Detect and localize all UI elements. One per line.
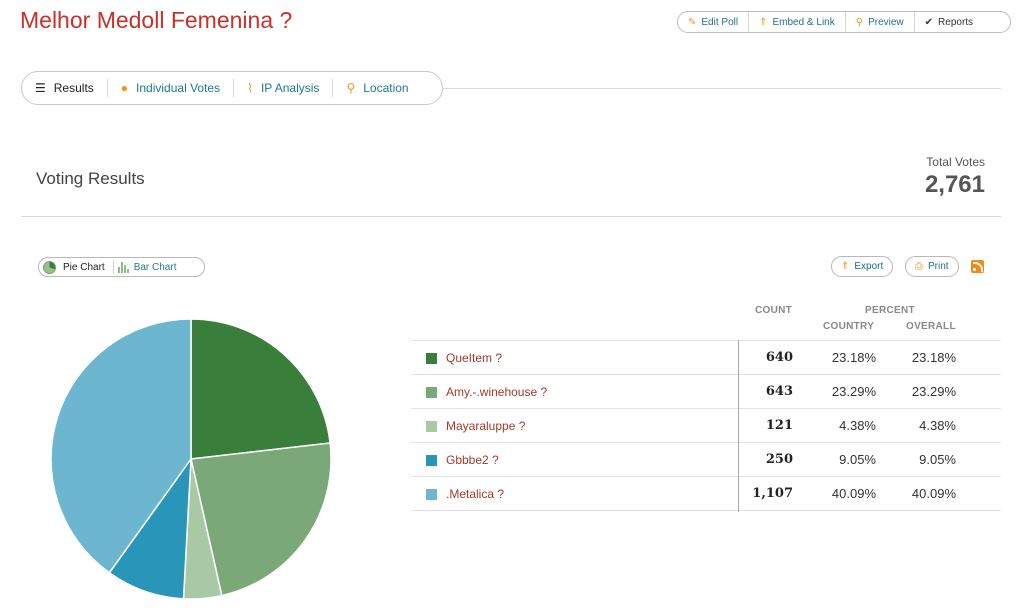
pie-chart-icon: [43, 260, 56, 274]
tab-location[interactable]: ⚲ Location: [333, 79, 421, 97]
answer-overall-percent: 9.05%: [919, 452, 956, 467]
magnifier-icon: ⚲: [855, 16, 864, 28]
tab-results[interactable]: ☰ Results: [22, 79, 108, 97]
poll-title: Melhor Medoll Femenina ?: [20, 7, 293, 33]
chart-type-toggle: Pie Chart Bar Chart: [38, 257, 205, 277]
country-header: COUNTRY: [823, 321, 875, 332]
preview-label: Preview: [868, 16, 904, 28]
tabs-rule: [443, 88, 1001, 89]
percent-header: PERCENT: [865, 305, 915, 316]
answer-count: 250: [765, 452, 793, 467]
table-row: Amy.-.winehouse ? 643 23.29% 23.29%: [411, 375, 1001, 409]
line-chart-icon: ⌇: [247, 81, 253, 95]
total-votes-label: Total Votes: [926, 155, 985, 169]
answer-label[interactable]: Mayaraluppe ?: [446, 419, 526, 433]
answer-count: 640: [765, 350, 793, 365]
print-label: Print: [928, 261, 949, 272]
answer-country-percent: 23.29%: [831, 384, 876, 399]
answer-label[interactable]: Gbbbe2 ?: [446, 453, 499, 467]
bar-chart-label: Bar Chart: [133, 261, 177, 273]
total-votes-value: 2,761: [924, 171, 985, 198]
results-rows: QueItem ? 640 23.18% 23.18% Amy.-.wineho…: [411, 340, 1001, 511]
tab-individual-votes[interactable]: ● Individual Votes: [108, 79, 235, 97]
legend-swatch: [426, 455, 437, 466]
reports-button[interactable]: ✔ Reports: [915, 12, 983, 32]
section-title: Voting Results: [36, 169, 145, 188]
print-button[interactable]: ⎙ Print: [905, 256, 959, 277]
table-row: Mayaraluppe ? 121 4.38% 4.38%: [411, 409, 1001, 443]
upload-arrow-icon: ⇑: [759, 16, 768, 28]
table-row: QueItem ? 640 23.18% 23.18%: [411, 341, 1001, 375]
answer-country-percent: 40.09%: [831, 486, 876, 501]
map-pin-icon: ⚲: [346, 81, 356, 95]
embed-link-button[interactable]: ⇑ Embed & Link: [749, 12, 846, 32]
tab-ip-analysis-label: IP Analysis: [260, 81, 320, 95]
answer-overall-percent: 4.38%: [919, 418, 956, 433]
legend-swatch: [426, 387, 437, 398]
pie-slice[interactable]: [190, 442, 332, 597]
results-tabs: ☰ Results ● Individual Votes ⌇ IP Analys…: [21, 71, 443, 105]
answer-label[interactable]: Amy.-.winehouse ?: [446, 385, 548, 399]
tab-ip-analysis[interactable]: ⌇ IP Analysis: [234, 79, 334, 97]
answer-country-percent: 4.38%: [839, 418, 876, 433]
upload-arrow-icon: ⇑: [841, 261, 850, 272]
legend-swatch: [426, 489, 437, 500]
rss-feed-icon[interactable]: [971, 260, 984, 273]
export-button[interactable]: ⇑ Export: [831, 256, 894, 277]
table-row: Gbbbe2 ? 250 9.05% 9.05%: [411, 443, 1001, 477]
edit-poll-button[interactable]: ✎ Edit Poll: [678, 12, 750, 32]
pencil-icon: ✎: [688, 16, 697, 28]
answer-count: 121: [765, 418, 793, 433]
bar-chart-option[interactable]: Bar Chart: [114, 260, 185, 274]
answer-label[interactable]: QueItem ?: [446, 351, 503, 365]
pie-chart-label: Pie Chart: [63, 261, 105, 273]
legend-swatch: [426, 353, 437, 364]
pie-chart-svg: [50, 318, 332, 600]
checkmark-icon: ✔: [924, 16, 934, 28]
tab-individual-votes-label: Individual Votes: [136, 81, 221, 95]
preview-button[interactable]: ⚲ Preview: [846, 12, 915, 32]
person-icon: ●: [120, 81, 129, 95]
tab-location-label: Location: [363, 81, 409, 95]
pie-chart: [50, 318, 332, 600]
answer-count: 643: [765, 384, 793, 399]
pie-slice[interactable]: [50, 318, 192, 574]
answer-count: 1,107: [752, 486, 793, 501]
answer-overall-percent: 23.18%: [911, 350, 956, 365]
section-divider: [21, 216, 1001, 217]
tab-results-label: Results: [53, 81, 94, 95]
answer-label[interactable]: .Metalica ?: [446, 487, 505, 501]
legend-swatch: [426, 421, 437, 432]
overall-header: OVERALL: [906, 321, 956, 332]
pie-slice[interactable]: [108, 456, 192, 600]
bar-chart-icon: [117, 261, 129, 273]
answer-overall-percent: 23.29%: [911, 384, 956, 399]
printer-icon: ⎙: [915, 261, 923, 272]
answer-country-percent: 23.18%: [831, 350, 876, 365]
answer-country-percent: 9.05%: [839, 452, 876, 467]
reports-label: Reports: [938, 16, 974, 28]
table-row: .Metalica ? 1,107 40.09% 40.09%: [411, 477, 1001, 511]
export-label: Export: [854, 261, 884, 272]
list-icon: ☰: [35, 81, 46, 95]
answer-overall-percent: 40.09%: [911, 486, 956, 501]
embed-link-label: Embed & Link: [772, 16, 835, 28]
count-column-divider: [738, 340, 739, 512]
count-header: COUNT: [755, 305, 793, 316]
edit-poll-label: Edit Poll: [701, 16, 739, 28]
pie-slice[interactable]: [190, 318, 331, 460]
pie-chart-option[interactable]: Pie Chart: [39, 260, 114, 274]
poll-actions-bar: ✎ Edit Poll ⇑ Embed & Link ⚲ Preview ✔ R…: [677, 11, 1011, 33]
